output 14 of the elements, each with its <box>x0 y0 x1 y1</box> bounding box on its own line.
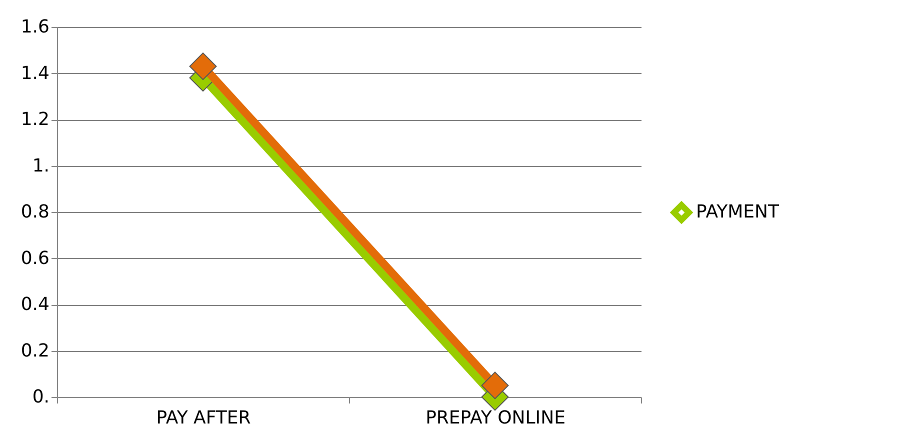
y-tick-label: 1.2 <box>20 109 50 130</box>
y-tick-label: 1. <box>32 155 50 176</box>
x-tick-label: PREPAY ONLINE <box>426 408 566 428</box>
legend-label: PAYMENT <box>696 202 780 222</box>
point <box>481 372 509 400</box>
y-tick-label: 0. <box>32 386 50 408</box>
y-tick-label: 1.4 <box>20 62 50 84</box>
y-tick-label: 0.6 <box>20 248 50 269</box>
y-tick-label: 0.2 <box>20 340 50 362</box>
y-tick-label: 0.4 <box>20 294 50 315</box>
y-tick-label: 1.6 <box>20 16 50 38</box>
x-tick-label: PAY AFTER <box>156 408 251 428</box>
y-tick-label: 0.8 <box>20 202 50 222</box>
point <box>189 52 217 80</box>
